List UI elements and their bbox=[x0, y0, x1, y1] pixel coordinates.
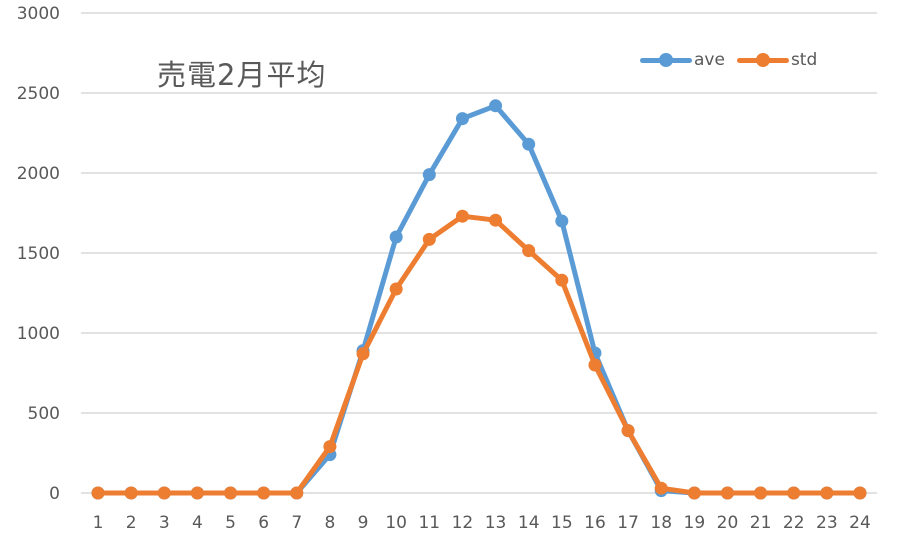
x-tick-label: 1 bbox=[93, 513, 104, 533]
x-tick-label: 16 bbox=[584, 513, 606, 533]
legend-marker-ave-icon bbox=[640, 50, 692, 70]
data-point-ave[interactable] bbox=[489, 99, 503, 113]
x-tick-label: 10 bbox=[385, 513, 407, 533]
data-point-std[interactable] bbox=[124, 486, 138, 500]
series-line-std bbox=[95, 213, 863, 496]
legend-label-ave: ave bbox=[694, 50, 725, 70]
y-tick-label: 2500 bbox=[17, 84, 60, 104]
legend-item-ave[interactable]: ave bbox=[640, 50, 725, 70]
data-point-std[interactable] bbox=[323, 440, 337, 454]
data-point-std[interactable] bbox=[522, 244, 536, 258]
data-point-std[interactable] bbox=[290, 486, 304, 500]
series-lines bbox=[91, 99, 867, 500]
y-tick-label: 1000 bbox=[17, 324, 60, 344]
x-axis-labels: 1 2 3 4 5 6 7 8 9 10 11 12 13 14 15 16 17 18 19 20 21 22 23 24 bbox=[93, 513, 871, 533]
y-tick-label: 3000 bbox=[17, 4, 60, 24]
data-point-std[interactable] bbox=[687, 486, 701, 500]
series-std bbox=[91, 209, 867, 500]
data-point-ave[interactable] bbox=[555, 214, 569, 228]
data-point-std[interactable] bbox=[91, 486, 105, 500]
x-tick-label: 22 bbox=[783, 513, 805, 533]
x-tick-label: 3 bbox=[159, 513, 170, 533]
x-tick-label: 9 bbox=[358, 513, 369, 533]
data-point-std[interactable] bbox=[555, 273, 569, 287]
data-point-std[interactable] bbox=[853, 486, 867, 500]
data-point-ave[interactable] bbox=[422, 168, 436, 182]
data-point-ave[interactable] bbox=[389, 230, 403, 244]
x-tick-label: 15 bbox=[551, 513, 573, 533]
data-point-std[interactable] bbox=[621, 424, 635, 438]
data-point-std[interactable] bbox=[257, 486, 271, 500]
data-point-std[interactable] bbox=[190, 486, 204, 500]
data-point-std[interactable] bbox=[455, 209, 469, 223]
series-ave bbox=[91, 99, 867, 500]
legend-label-std: std bbox=[790, 50, 818, 70]
data-point-ave[interactable] bbox=[522, 137, 536, 151]
x-tick-label: 4 bbox=[192, 513, 203, 533]
x-tick-label: 21 bbox=[750, 513, 772, 533]
x-tick-label: 7 bbox=[291, 513, 302, 533]
legend-item-std[interactable]: std bbox=[736, 50, 818, 70]
y-tick-label: 1500 bbox=[17, 244, 60, 264]
y-axis-labels: 0 500 1000 1500 2000 2500 3000 bbox=[17, 4, 60, 504]
data-point-std[interactable] bbox=[157, 486, 171, 500]
data-point-std[interactable] bbox=[389, 282, 403, 296]
data-point-std[interactable] bbox=[356, 347, 370, 361]
chart-title: 売電2月平均 bbox=[157, 58, 327, 92]
series-line-ave bbox=[95, 103, 863, 496]
x-tick-label: 23 bbox=[816, 513, 838, 533]
data-point-std[interactable] bbox=[820, 486, 834, 500]
data-point-std[interactable] bbox=[787, 486, 801, 500]
x-tick-label: 17 bbox=[617, 513, 639, 533]
data-point-std[interactable] bbox=[654, 481, 668, 495]
data-point-std[interactable] bbox=[588, 358, 602, 372]
data-point-std[interactable] bbox=[422, 232, 436, 246]
legend-marker-std-icon bbox=[736, 50, 789, 70]
data-point-std[interactable] bbox=[489, 213, 503, 227]
gridlines bbox=[81, 12, 877, 494]
x-tick-label: 8 bbox=[324, 513, 335, 533]
x-tick-label: 12 bbox=[452, 513, 474, 533]
x-tick-label: 24 bbox=[849, 513, 871, 533]
y-tick-label: 0 bbox=[49, 484, 60, 504]
data-point-std[interactable] bbox=[754, 486, 768, 500]
x-tick-label: 20 bbox=[717, 513, 739, 533]
data-point-std[interactable] bbox=[224, 486, 238, 500]
legend: ave std bbox=[640, 50, 829, 70]
x-tick-label: 5 bbox=[225, 513, 236, 533]
y-tick-label: 2000 bbox=[17, 164, 60, 184]
data-point-std[interactable] bbox=[720, 486, 734, 500]
x-tick-label: 19 bbox=[684, 513, 706, 533]
x-tick-label: 11 bbox=[418, 513, 440, 533]
x-tick-label: 6 bbox=[258, 513, 269, 533]
x-tick-label: 13 bbox=[485, 513, 507, 533]
x-tick-label: 2 bbox=[126, 513, 137, 533]
data-point-ave[interactable] bbox=[455, 112, 469, 126]
y-tick-label: 500 bbox=[28, 404, 60, 424]
x-tick-label: 14 bbox=[518, 513, 540, 533]
x-tick-label: 18 bbox=[650, 513, 672, 533]
